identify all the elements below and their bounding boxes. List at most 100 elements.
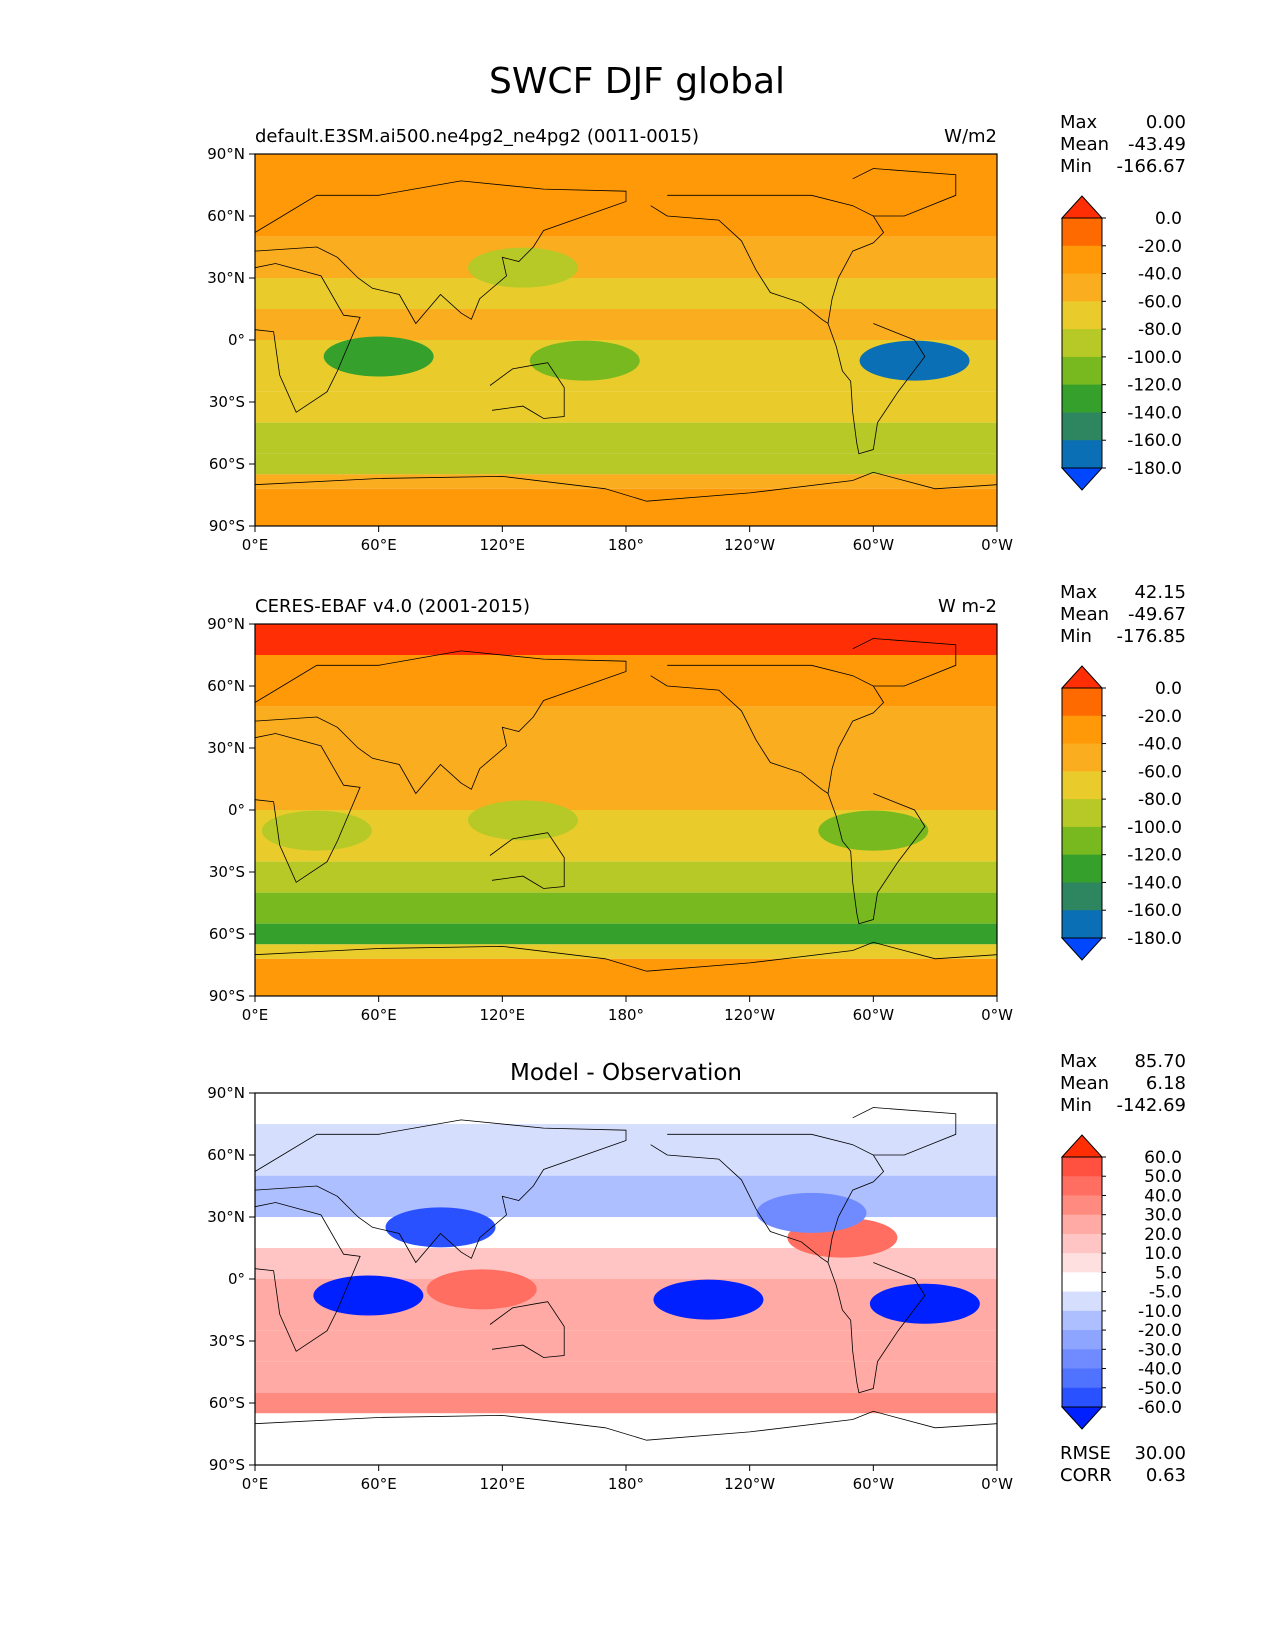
stat-value: -49.67 xyxy=(1128,604,1186,625)
coastline xyxy=(255,180,627,325)
x-tick-label: 0°E xyxy=(242,1006,269,1024)
colorbar-band xyxy=(1062,1387,1102,1408)
colorbar-frame xyxy=(1061,217,1103,469)
figure-title: SWCF DJF global xyxy=(489,61,785,102)
coastline xyxy=(255,1119,627,1264)
zonal-band xyxy=(255,1392,997,1414)
y-tick-label: 90°S xyxy=(209,517,245,535)
metric-label: RMSE xyxy=(1060,1443,1111,1464)
x-tick-label: 180° xyxy=(608,536,644,554)
coastline xyxy=(255,1410,997,1441)
zonal-band xyxy=(255,861,997,893)
coastline xyxy=(489,1301,565,1358)
colorbar-band xyxy=(1062,329,1102,358)
y-tick-label: 30°N xyxy=(207,269,245,287)
x-tick-label: 180° xyxy=(608,1475,644,1493)
colorbar-label: 10.0 xyxy=(1144,1244,1182,1264)
y-tick-label: 30°N xyxy=(207,1208,245,1226)
colorbar-band xyxy=(1062,799,1102,828)
x-tick-label: 120°W xyxy=(724,1006,775,1024)
y-tick-label: 60°N xyxy=(207,677,245,695)
y-tick-label: 60°N xyxy=(207,207,245,225)
y-tick-label: 60°N xyxy=(207,1146,245,1164)
zonal-band xyxy=(255,779,997,810)
colorbar-extend-max xyxy=(1060,195,1104,219)
colorbar-band xyxy=(1062,218,1102,247)
zonal-band xyxy=(255,1248,997,1279)
colorbar-band xyxy=(1062,356,1102,386)
colorbar-band xyxy=(1062,440,1102,469)
field-feature xyxy=(818,810,929,851)
zonal-band xyxy=(255,1093,997,1124)
coastline xyxy=(489,362,565,419)
colorbar-band xyxy=(1062,1253,1102,1273)
zonal-band xyxy=(255,923,997,945)
colorbar-label: -10.0 xyxy=(1138,1302,1182,1322)
colorbar-label: 60.0 xyxy=(1144,1148,1182,1168)
colorbar-band xyxy=(1062,715,1102,745)
colorbar-band xyxy=(1062,771,1102,800)
colorbar-band xyxy=(1062,1233,1102,1254)
y-tick-label: 30°S xyxy=(209,1332,245,1350)
x-tick-label: 120°W xyxy=(724,536,775,554)
colorbar-label: -60.0 xyxy=(1138,292,1182,312)
panel-units: W m-2 xyxy=(938,596,997,617)
colorbar-frame xyxy=(1061,1156,1103,1408)
zonal-band xyxy=(255,706,997,748)
y-tick-label: 90°S xyxy=(209,987,245,1005)
colorbar-band xyxy=(1062,1272,1102,1293)
colorbar-band xyxy=(1062,1349,1102,1370)
x-tick-label: 180° xyxy=(608,1006,644,1024)
colorbar-label: -20.0 xyxy=(1138,707,1182,727)
colorbar-label: -60.0 xyxy=(1138,762,1182,782)
colorbar-band xyxy=(1062,1330,1102,1350)
colorbar-band xyxy=(1062,688,1102,717)
field-feature xyxy=(313,1275,424,1316)
field-feature xyxy=(467,800,578,841)
zonal-band xyxy=(255,453,997,475)
stat-label: Max xyxy=(1060,112,1098,133)
zonal-band xyxy=(255,309,997,340)
colorbar-label: -20.0 xyxy=(1138,1321,1182,1341)
stat-label: Max xyxy=(1060,582,1098,603)
x-tick-label: 60°E xyxy=(361,1006,397,1024)
colorbar-label: 0.0 xyxy=(1155,679,1182,699)
colorbar-band xyxy=(1062,301,1102,330)
colorbar: 60.050.040.030.020.010.05.0-5.0-10.0-20.… xyxy=(1060,1134,1182,1430)
colorbar-label: -140.0 xyxy=(1127,403,1182,423)
coastline xyxy=(255,1202,361,1352)
colorbar-band xyxy=(1062,384,1102,413)
y-tick-label: 90°N xyxy=(207,615,245,633)
x-tick-label: 120°W xyxy=(724,1475,775,1493)
field-feature xyxy=(529,340,640,381)
stat-label: Mean xyxy=(1060,604,1109,625)
coastline xyxy=(650,194,885,325)
colorbar-label: 5.0 xyxy=(1155,1263,1182,1283)
coastline xyxy=(489,832,565,889)
y-tick-label: 60°S xyxy=(209,455,245,473)
colorbar-label: -160.0 xyxy=(1127,431,1182,451)
zonal-band xyxy=(255,278,997,309)
zonal-band xyxy=(255,748,997,779)
colorbar-band xyxy=(1062,245,1102,275)
y-tick-label: 30°S xyxy=(209,863,245,881)
metric-label: CORR xyxy=(1060,1465,1112,1486)
panel-difference: 0°E 60°E 120°E 180° 120°W 60°W 0°W 90°N 60°N 30°N… xyxy=(207,1051,1186,1493)
y-tick-label: 30°N xyxy=(207,739,245,757)
colorbar-label: 0.0 xyxy=(1155,209,1182,229)
zonal-band xyxy=(255,1361,997,1393)
colorbar-extend-max xyxy=(1060,1134,1104,1158)
map-field xyxy=(255,624,997,996)
field-feature xyxy=(261,810,372,851)
panel-title: Model - Observation xyxy=(510,1060,742,1086)
colorbar-label: -140.0 xyxy=(1127,873,1182,893)
colorbar: 0.0 -20.0 -40.0 -60.0 -80.0 -100.0 -120.0 -140.… xyxy=(1060,195,1182,491)
y-tick-label: 0° xyxy=(228,331,245,349)
coastline xyxy=(255,471,997,502)
y-tick-label: 0° xyxy=(228,801,245,819)
zonal-band xyxy=(255,1330,997,1362)
x-tick-label: 60°E xyxy=(361,536,397,554)
panel-units: W/m2 xyxy=(944,126,997,147)
coastline xyxy=(852,168,957,217)
